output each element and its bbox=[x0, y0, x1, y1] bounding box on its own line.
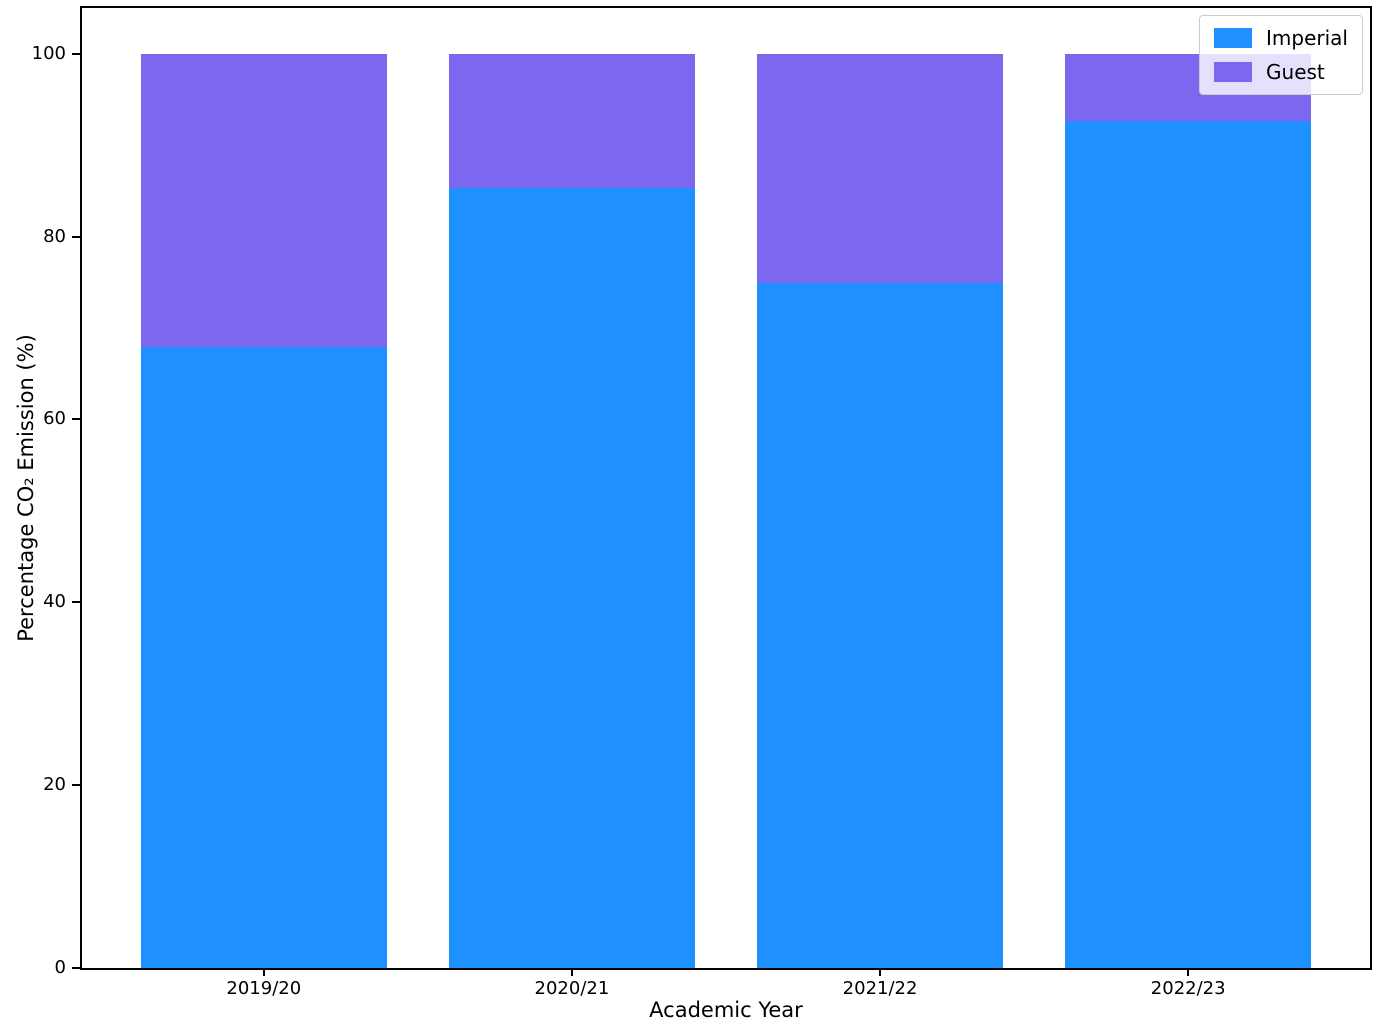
legend-label-imperial: Imperial bbox=[1266, 26, 1348, 50]
y-tick-label: 100 bbox=[31, 42, 66, 64]
y-tick-mark bbox=[72, 418, 80, 421]
bar-imperial-2019-20 bbox=[140, 347, 388, 968]
bar-imperial-2021-22 bbox=[756, 283, 1004, 968]
x-axis-label: Academic Year bbox=[649, 998, 803, 1022]
x-tick-mark bbox=[262, 968, 265, 976]
legend-swatch-imperial bbox=[1214, 28, 1253, 48]
legend-swatch-guest bbox=[1214, 62, 1253, 82]
y-tick-mark bbox=[72, 235, 80, 238]
y-tick-mark bbox=[72, 601, 80, 604]
x-tick-mark bbox=[1187, 968, 1190, 976]
x-tick-label: 2022/23 bbox=[1150, 978, 1226, 999]
legend-entry-imperial: Imperial bbox=[1214, 27, 1348, 49]
bar-guest-2021-22 bbox=[756, 53, 1004, 284]
legend-entry-guest: Guest bbox=[1214, 61, 1348, 83]
y-tick-mark bbox=[72, 784, 80, 787]
y-tick-label: 40 bbox=[43, 591, 66, 613]
x-tick-label: 2019/20 bbox=[226, 978, 302, 999]
y-tick-label: 0 bbox=[54, 957, 66, 978]
x-tick-label: 2020/21 bbox=[534, 978, 610, 999]
y-tick-label: 20 bbox=[43, 774, 66, 796]
legend-label-guest: Guest bbox=[1266, 60, 1325, 84]
bar-guest-2020-21 bbox=[448, 53, 696, 189]
y-tick-mark bbox=[72, 967, 80, 969]
legend: Imperial Guest bbox=[1199, 15, 1363, 95]
bar-imperial-2022-23 bbox=[1064, 121, 1312, 968]
x-tick-label: 2021/22 bbox=[842, 978, 918, 999]
plot-area bbox=[80, 6, 1372, 970]
x-tick-mark bbox=[879, 968, 882, 976]
y-tick-label: 60 bbox=[43, 408, 66, 430]
x-tick-mark bbox=[570, 968, 573, 976]
bar-imperial-2020-21 bbox=[448, 188, 696, 968]
bar-guest-2019-20 bbox=[140, 53, 388, 348]
y-tick-mark bbox=[72, 52, 80, 55]
y-tick-label: 80 bbox=[43, 225, 66, 247]
